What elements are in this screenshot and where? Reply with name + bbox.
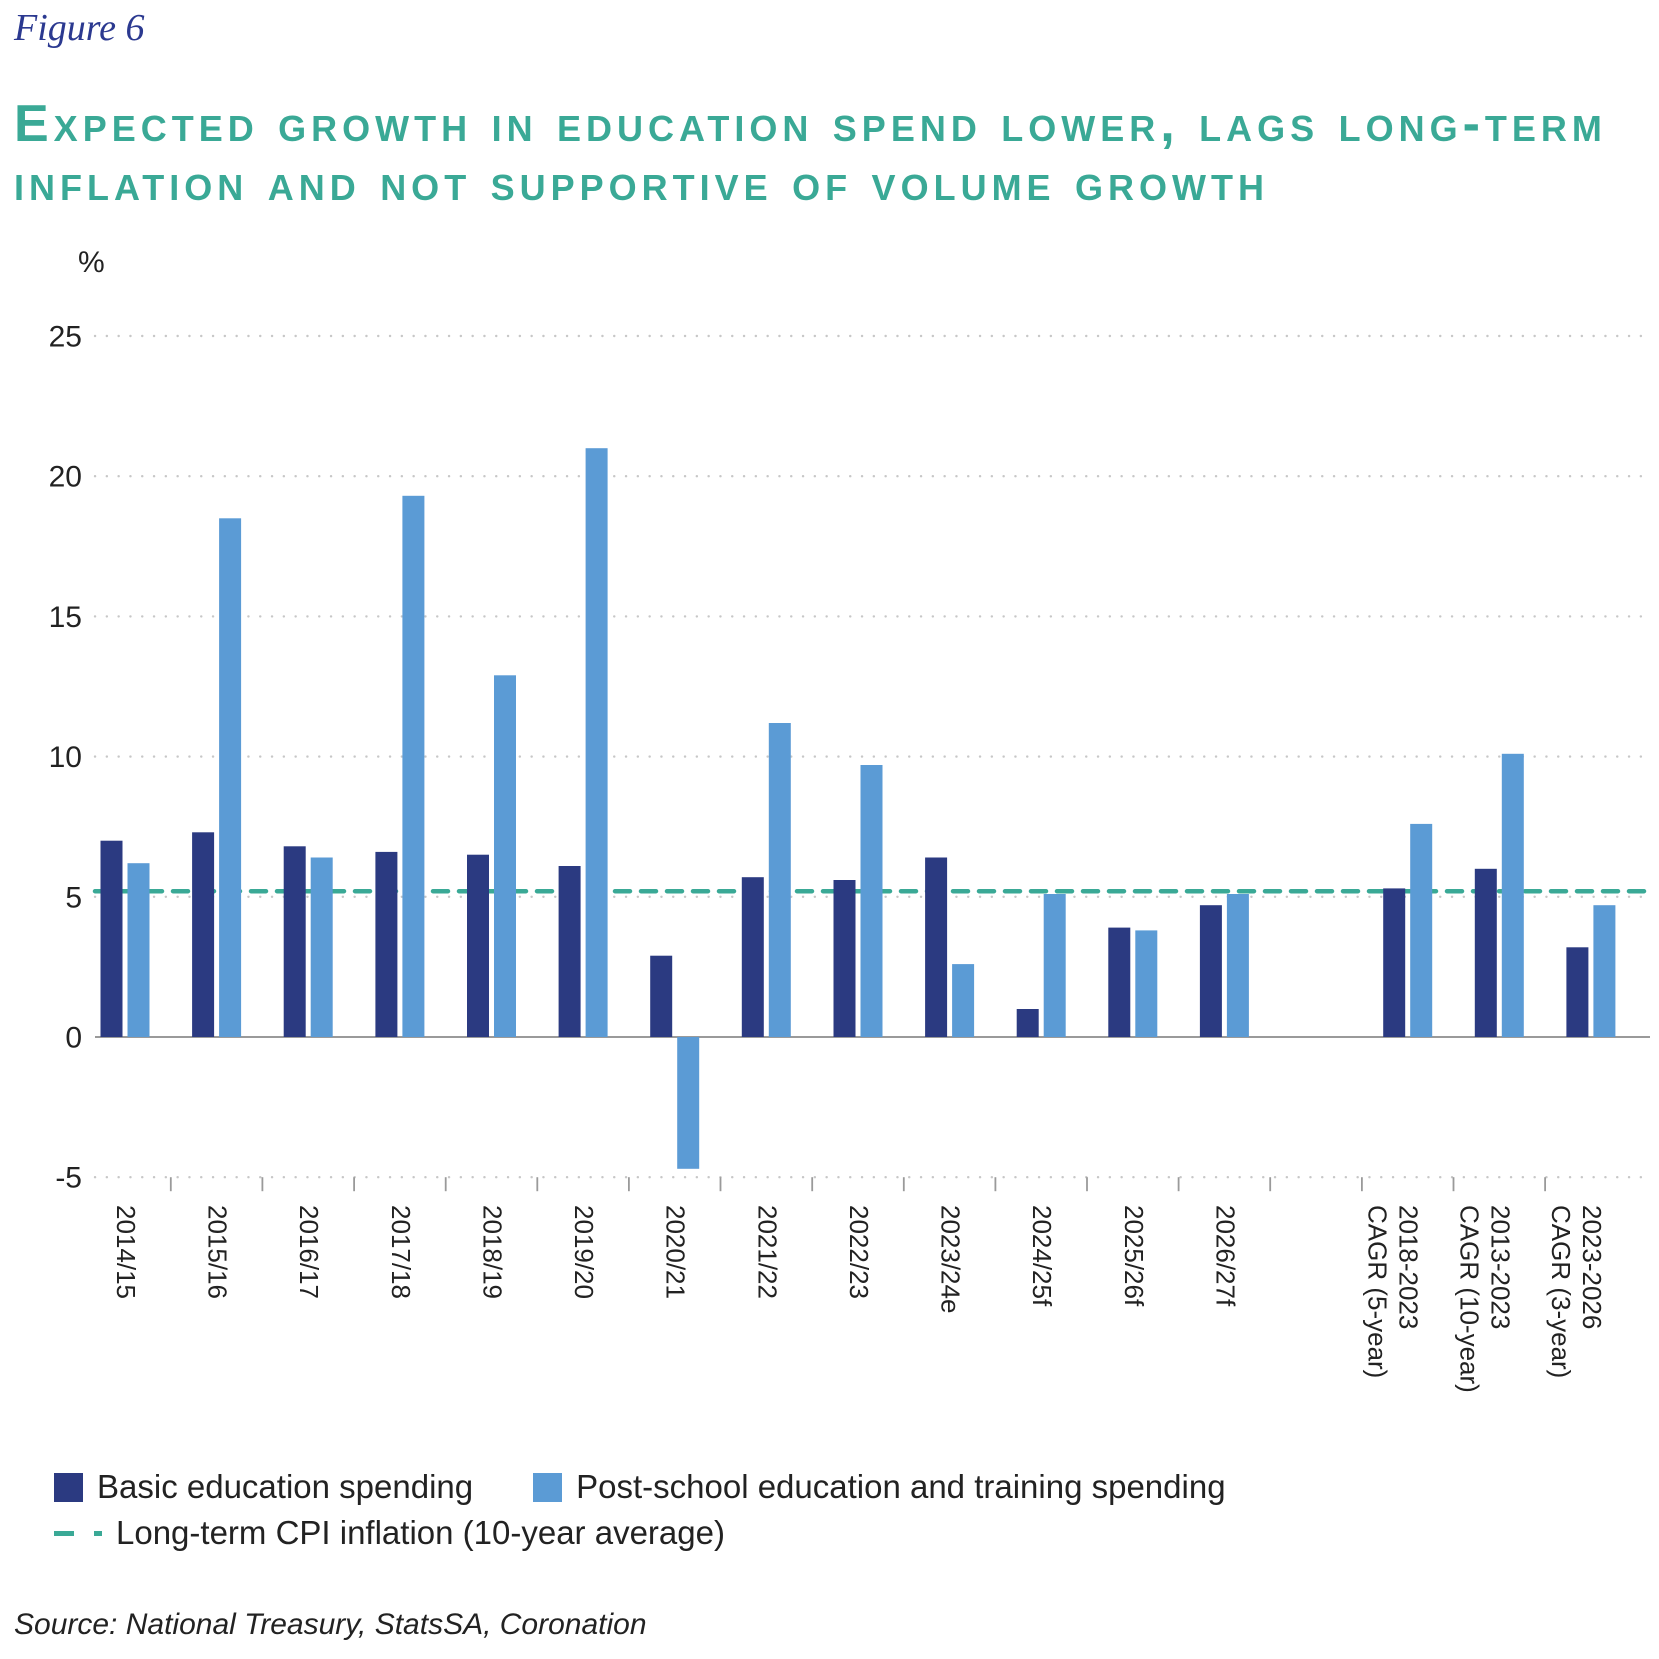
svg-text:2025/26f: 2025/26f (1119, 1205, 1149, 1307)
svg-text:25: 25 (49, 321, 82, 354)
svg-text:2018/19: 2018/19 (478, 1205, 508, 1299)
svg-text:-5: -5 (55, 1162, 82, 1195)
svg-text:2022/23: 2022/23 (844, 1205, 874, 1299)
svg-text:2018-2023: 2018-2023 (1394, 1205, 1424, 1329)
svg-text:CAGR (5-year): CAGR (5-year) (1363, 1205, 1393, 1378)
svg-text:2016/17: 2016/17 (294, 1205, 324, 1299)
svg-text:2013-2023: 2013-2023 (1485, 1205, 1515, 1329)
svg-text:2019/20: 2019/20 (569, 1205, 599, 1299)
svg-text:CAGR (3-year): CAGR (3-year) (1546, 1205, 1576, 1378)
svg-text:2017/18: 2017/18 (386, 1205, 416, 1299)
svg-text:0: 0 (65, 1022, 82, 1055)
svg-text:15: 15 (49, 601, 82, 634)
svg-text:%: % (78, 246, 105, 279)
svg-text:5: 5 (65, 881, 82, 914)
svg-text:2020/21: 2020/21 (661, 1205, 691, 1299)
svg-text:2026/27f: 2026/27f (1210, 1205, 1240, 1307)
svg-text:20: 20 (49, 461, 82, 494)
svg-text:10: 10 (49, 741, 82, 774)
svg-text:CAGR (10-year): CAGR (10-year) (1454, 1205, 1484, 1393)
svg-text:2023/24e: 2023/24e (936, 1205, 966, 1313)
svg-text:2014/15: 2014/15 (111, 1205, 141, 1299)
svg-text:2021/22: 2021/22 (752, 1205, 782, 1299)
svg-text:2024/25f: 2024/25f (1027, 1205, 1057, 1307)
svg-text:2023-2026: 2023-2026 (1577, 1205, 1607, 1329)
svg-text:2015/16: 2015/16 (203, 1205, 233, 1299)
